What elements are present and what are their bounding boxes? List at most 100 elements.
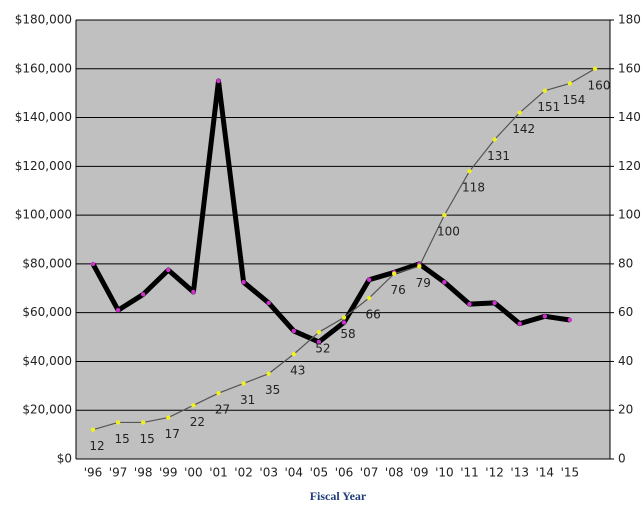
point — [542, 314, 547, 319]
point — [266, 371, 271, 376]
y2-tick-label: 120 — [618, 159, 641, 173]
point — [191, 289, 196, 295]
point — [316, 329, 322, 335]
data-label: 66 — [365, 308, 380, 322]
y-tick-label: $100,000 — [15, 208, 72, 222]
y-tick-label: $60,000 — [22, 305, 72, 319]
point — [542, 88, 547, 93]
x-tick-label: '01 — [209, 466, 228, 480]
x-tick-label: '08 — [385, 466, 404, 480]
point — [567, 81, 573, 86]
point — [467, 169, 472, 174]
point — [316, 339, 322, 345]
point — [442, 212, 447, 218]
x-tick-label: '03 — [259, 466, 278, 480]
point — [216, 78, 221, 84]
x-tick-label: '96 — [84, 466, 103, 480]
series-line — [90, 78, 571, 345]
y-tick-label: $120,000 — [15, 159, 72, 173]
point — [517, 321, 522, 326]
data-label: 12 — [89, 439, 104, 453]
x-tick-label: '98 — [134, 466, 153, 480]
point — [90, 261, 96, 267]
point — [417, 264, 422, 269]
data-label: 131 — [487, 149, 510, 163]
point — [141, 420, 146, 425]
data-label: 52 — [315, 342, 330, 356]
data-label: 31 — [240, 393, 255, 407]
point — [166, 415, 171, 420]
point — [592, 66, 598, 71]
y-tick-label: $0 — [57, 452, 72, 466]
x-tick-label: '02 — [234, 466, 253, 480]
data-label: 58 — [340, 327, 355, 341]
point — [467, 301, 472, 307]
x-tick-label: '11 — [460, 466, 479, 480]
y2-tick-label: 80 — [618, 256, 633, 270]
point — [90, 427, 96, 432]
x-tick-label: '05 — [310, 466, 329, 480]
y2-tick-label: 20 — [618, 403, 633, 417]
data-label: 22 — [190, 415, 205, 429]
x-tick-label: '07 — [360, 466, 379, 480]
point — [366, 295, 372, 301]
data-label: 154 — [562, 93, 585, 107]
x-tick-label: '00 — [184, 466, 203, 480]
y-tick-label: $40,000 — [22, 354, 72, 368]
data-label: 100 — [437, 225, 460, 239]
y-tick-label: $180,000 — [15, 13, 72, 27]
point — [366, 277, 372, 282]
point — [492, 137, 497, 142]
point — [341, 320, 347, 325]
point — [567, 317, 573, 323]
y-tick-label: $160,000 — [15, 61, 72, 75]
plot-area — [76, 20, 610, 459]
y2-tick-label: 60 — [618, 305, 633, 319]
data-label: 15 — [140, 432, 155, 446]
point — [115, 308, 121, 313]
data-label: 17 — [165, 427, 180, 441]
x-tick-label: '10 — [435, 466, 454, 480]
point — [216, 390, 221, 396]
data-label: 79 — [416, 276, 431, 290]
point — [241, 279, 246, 285]
x-tick-label: '15 — [561, 466, 580, 480]
point — [517, 110, 522, 115]
x-axis-title: Fiscal Year — [310, 489, 367, 503]
data-label: 160 — [588, 78, 611, 92]
data-label: 27 — [215, 403, 230, 417]
point — [341, 315, 347, 320]
x-tick-label: '97 — [109, 466, 128, 480]
y2-tick-label: 0 — [618, 452, 626, 466]
x-tick-label: '12 — [485, 466, 504, 480]
point — [266, 300, 271, 306]
y2-tick-label: 160 — [618, 61, 641, 75]
point — [291, 351, 296, 357]
data-label: 43 — [290, 364, 305, 378]
x-tick-label: '09 — [410, 466, 429, 480]
y2-tick-label: 140 — [618, 110, 641, 124]
data-label: 35 — [265, 383, 280, 397]
point — [115, 420, 121, 425]
point — [291, 328, 296, 334]
x-tick-label: '06 — [335, 466, 354, 480]
point — [166, 267, 171, 273]
x-tick-label: '99 — [159, 466, 178, 480]
data-label: 118 — [462, 181, 485, 195]
y-tick-label: $80,000 — [22, 256, 72, 270]
y2-tick-label: 100 — [618, 208, 641, 222]
y2-tick-label: 180 — [618, 13, 641, 27]
point — [492, 300, 497, 306]
data-label: 76 — [391, 283, 406, 297]
point — [392, 271, 397, 276]
point — [191, 403, 196, 408]
y2-tick-label: 40 — [618, 354, 633, 368]
x-tick-label: '04 — [285, 466, 304, 480]
data-label: 15 — [114, 432, 129, 446]
point — [442, 279, 447, 285]
y-tick-label: $20,000 — [22, 403, 72, 417]
point — [241, 381, 246, 386]
x-tick-label: '14 — [536, 466, 555, 480]
point — [141, 292, 146, 297]
